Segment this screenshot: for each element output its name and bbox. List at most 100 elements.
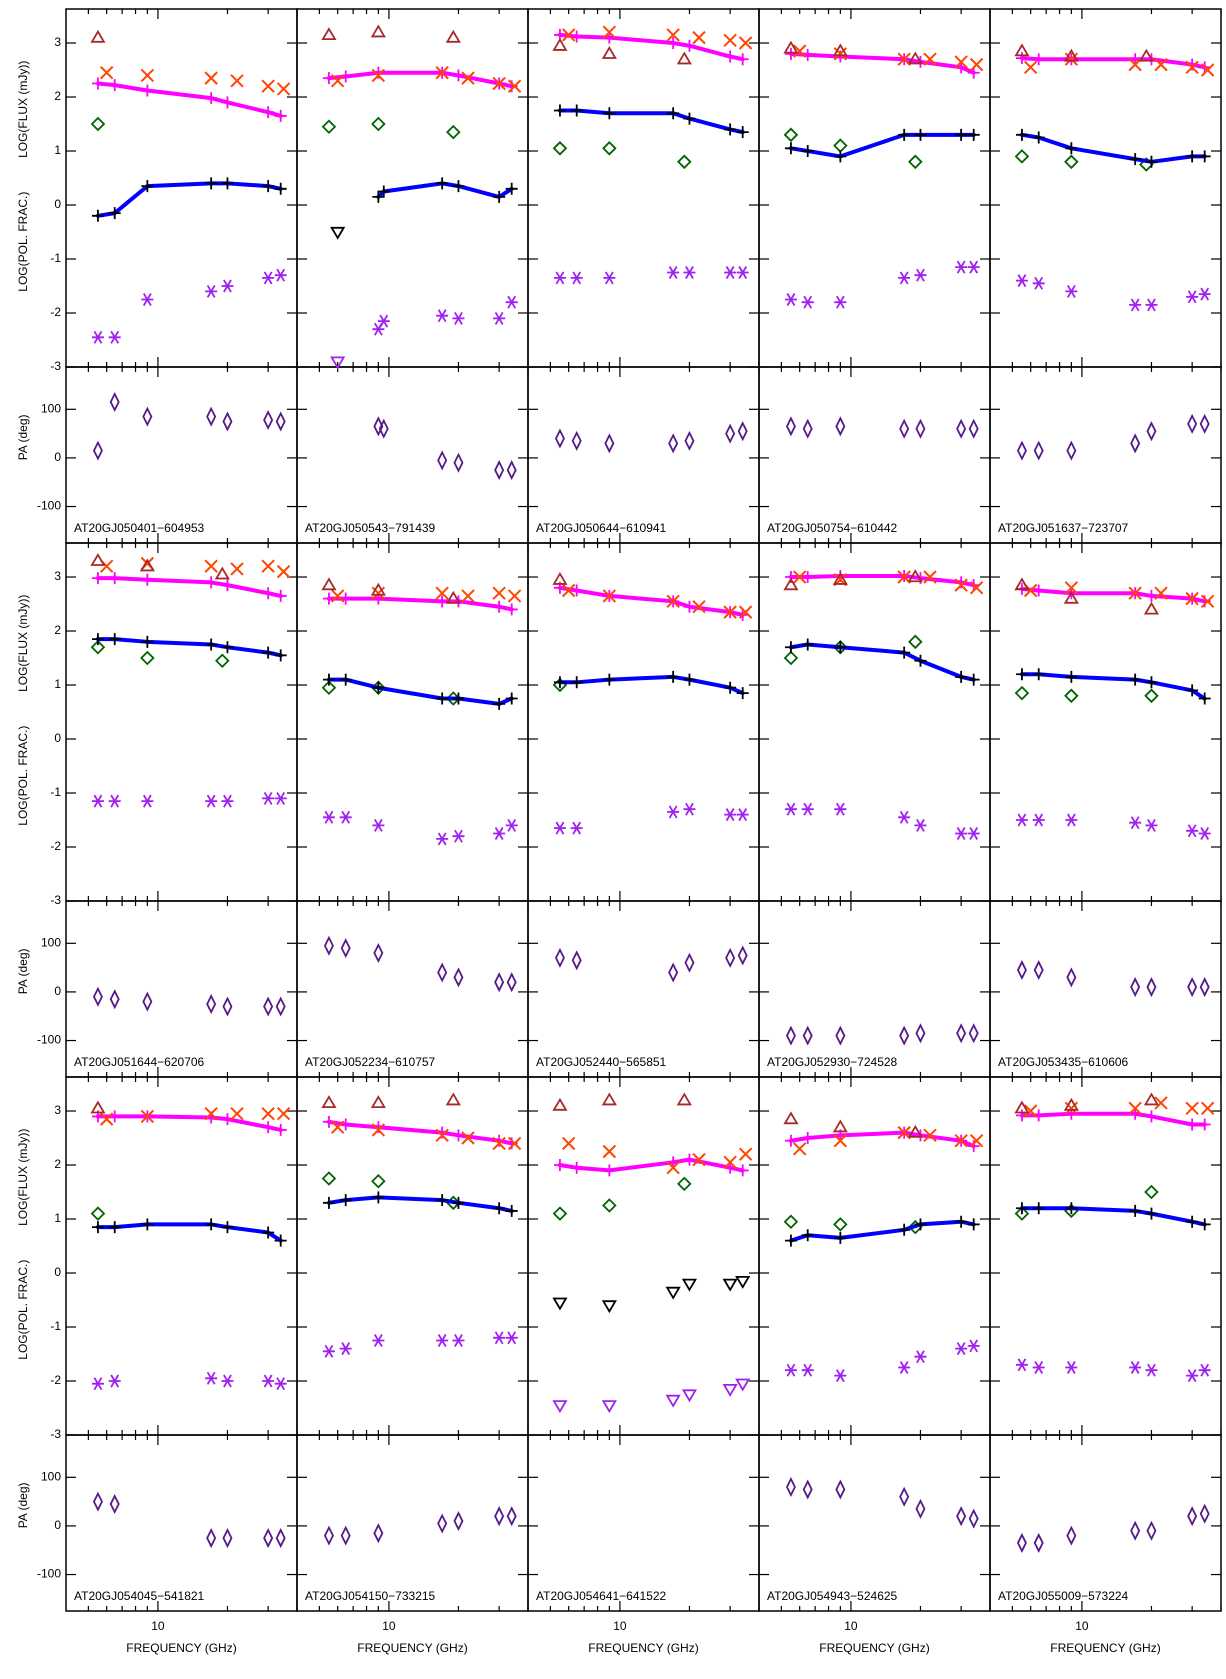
plus-marker	[667, 670, 680, 683]
fit-line	[557, 674, 745, 696]
pa-diamond-marker	[275, 1528, 286, 1549]
pa-diamond-marker	[785, 1025, 796, 1046]
plus-marker	[505, 603, 518, 616]
star-marker	[724, 808, 737, 822]
x-axis-label: FREQUENCY (GHz)	[588, 1641, 698, 1655]
plus-marker	[955, 1215, 968, 1228]
plus-marker	[1129, 153, 1142, 166]
star-marker	[1145, 818, 1158, 832]
pa-tick-label: 0	[54, 984, 61, 998]
pa-diamond-marker	[956, 418, 967, 439]
plus-marker	[724, 123, 737, 136]
star-marker	[1129, 298, 1142, 312]
star-marker	[1129, 1361, 1142, 1374]
y-axis-label: LOG(POL. FRAC.)	[16, 192, 30, 292]
cross-marker	[371, 586, 386, 600]
plus-marker	[205, 576, 218, 589]
cross-marker	[507, 589, 522, 603]
star-marker	[322, 1344, 335, 1358]
pa-diamond-marker	[899, 1025, 910, 1046]
star-marker	[1032, 813, 1045, 827]
plus-marker	[436, 1126, 449, 1139]
cross-marker	[954, 1134, 968, 1148]
plus-marker	[205, 177, 218, 190]
cross-marker	[261, 79, 275, 93]
plus-marker	[1198, 1218, 1211, 1231]
panel: AT20GJ050644−610941	[527, 8, 760, 544]
pa-diamond-marker	[554, 428, 565, 449]
cross-marker	[1200, 63, 1215, 77]
fit-line	[326, 677, 514, 706]
cross-marker	[692, 600, 706, 614]
cross-marker	[738, 605, 753, 619]
x-tick-label: 10	[1075, 1619, 1089, 1633]
cross-marker	[561, 1136, 576, 1151]
pa-diamond-marker	[915, 418, 926, 439]
star-marker	[221, 794, 234, 808]
fit-line	[95, 576, 283, 598]
x-axis-label: FREQUENCY (GHz)	[819, 1641, 929, 1655]
panel-label: AT20GJ054641−641522	[536, 1589, 667, 1603]
star-marker	[914, 818, 927, 832]
pa-diamond-marker	[222, 411, 233, 432]
pa-diamond-marker	[437, 1513, 448, 1534]
star-marker	[377, 314, 390, 328]
pa-diamond-marker	[737, 945, 748, 966]
plot-frame	[758, 542, 991, 902]
star-marker	[452, 311, 465, 325]
pa-diamond-marker	[1187, 977, 1198, 998]
cross-marker	[792, 570, 807, 584]
triangle-marker	[1063, 590, 1079, 604]
plus-marker	[955, 670, 968, 683]
cross-marker	[897, 52, 911, 66]
plus-marker	[452, 1196, 465, 1209]
star-marker	[784, 1363, 797, 1377]
pa-diamond-marker	[1187, 1506, 1198, 1527]
star-marker	[505, 295, 518, 309]
pa-diamond-marker	[263, 996, 274, 1017]
y-tick-label: -3	[50, 1427, 61, 1441]
plus-marker	[570, 676, 583, 689]
diamond-marker	[1014, 685, 1030, 701]
fit-line	[95, 81, 283, 118]
cross-marker	[230, 1107, 244, 1121]
pa-diamond-marker	[968, 418, 979, 439]
star-marker	[683, 266, 696, 279]
star-marker	[322, 810, 335, 824]
pa-diamond-marker	[206, 1528, 217, 1549]
cross-marker	[692, 30, 706, 45]
star-marker	[108, 794, 121, 808]
plus-marker	[603, 673, 616, 686]
pa-frame	[65, 900, 298, 1078]
star-marker	[436, 832, 449, 846]
panel: 10 FREQUENCY (GHz) AT20GJ054641−641522	[527, 1076, 760, 1655]
pa-diamond-marker	[956, 1023, 967, 1044]
cross-marker	[666, 28, 680, 42]
diamond-marker	[90, 639, 106, 655]
triangle-marker	[676, 51, 692, 65]
pa-diamond-marker	[1033, 1532, 1044, 1553]
triangle-marker	[1143, 601, 1160, 615]
star-marker	[262, 1374, 275, 1388]
star-marker	[570, 821, 583, 835]
star-marker	[436, 1334, 449, 1347]
pa-diamond-marker	[142, 406, 153, 427]
diamond-marker	[321, 1171, 337, 1186]
plus-marker	[1065, 142, 1078, 155]
fit-line	[788, 642, 976, 682]
pa-diamond-marker	[571, 430, 582, 451]
star-marker	[262, 791, 275, 805]
pa-diamond-marker	[373, 1523, 384, 1544]
cross-marker	[602, 589, 617, 603]
star-marker	[372, 322, 385, 336]
plus-marker	[493, 1202, 506, 1215]
cross-marker	[738, 36, 753, 50]
panel-label: AT20GJ051637−723707	[998, 521, 1129, 535]
fit-line	[788, 1130, 976, 1149]
cross-marker	[99, 1112, 114, 1126]
triangle-marker	[90, 1100, 106, 1114]
triangle-marker	[445, 1092, 461, 1106]
cross-marker	[723, 1155, 737, 1170]
fit-line	[326, 70, 514, 89]
plus-marker	[274, 1234, 287, 1247]
